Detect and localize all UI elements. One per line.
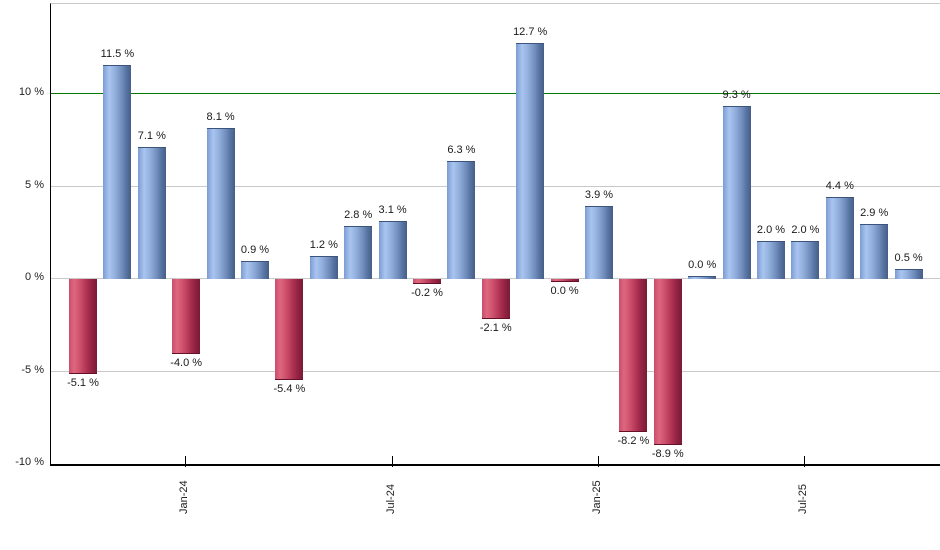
bar-Dec-24 <box>550 279 579 282</box>
bar-value-label-May-24: 1.2 % <box>309 238 338 251</box>
bar-Nov-23 <box>103 65 132 279</box>
bar-value-label-May-25: 9.3 % <box>722 88 751 101</box>
bar-Jun-25 <box>757 241 785 279</box>
y-tick-label--5: -5 % <box>21 363 44 376</box>
gridline-5 <box>51 185 940 187</box>
bar-Oct-25 <box>894 268 923 279</box>
bar-Feb-25 <box>619 279 648 432</box>
bar-value-label-Aug-24: -0.2 % <box>411 286 443 299</box>
bar-value-label-Oct-24: -2.1 % <box>479 321 512 334</box>
bar-value-label-Mar-25: -8.9 % <box>651 447 684 460</box>
gridline-0 <box>51 278 940 279</box>
bar-value-label-Jan-24: -4.0 % <box>170 357 203 369</box>
bar-Aug-24 <box>413 279 441 284</box>
x-tick-label-Jan-25: Jan-25 <box>591 480 603 514</box>
plot-area: -5.1 % 11.5 % 7.1 % -4.0 % 8.1 % 0.9 % -5.4 % 1… <box>50 3 940 466</box>
bar-value-label-Jun-24: 2.8 % <box>344 209 373 222</box>
x-tick-mark-Jan-25 <box>598 456 599 467</box>
bar-value-label-Oct-23: -5.1 % <box>67 377 99 390</box>
bar-Nov-24 <box>516 43 545 279</box>
x-tick-label-Jan-24: Jan-24 <box>178 480 191 514</box>
bar-value-label-Aug-25: 4.4 % <box>825 179 854 192</box>
bar-value-label-Apr-24: -5.4 % <box>273 382 306 395</box>
bar-value-label-Feb-25: -8.2 % <box>617 434 650 447</box>
bar-value-label-Mar-24: 0.9 % <box>240 244 270 257</box>
x-tick-mark-Jul-25 <box>804 456 806 467</box>
bar-Jan-25 <box>585 205 613 279</box>
bar-Sep-24 <box>447 161 476 279</box>
bar-value-label-Dec-24: 0.0 % <box>550 285 579 297</box>
bar-Mar-25 <box>653 279 682 445</box>
bar-value-label-Sep-24: 6.3 % <box>447 144 476 157</box>
bar-value-label-Sep-25: 2.9 % <box>860 207 889 220</box>
bar-Jul-25 <box>791 241 820 279</box>
bar-May-24 <box>309 255 338 279</box>
bar-value-label-Oct-25: 0.5 % <box>894 251 923 264</box>
bar-Oct-23 <box>69 279 97 375</box>
y-tick-label-0: 0 % <box>25 271 44 283</box>
bar-value-label-Jan-25: 3.9 % <box>584 188 614 201</box>
x-tick-label-Jul-25: Jul-25 <box>797 484 810 514</box>
bar-value-label-Jul-25: 2.0 % <box>791 224 820 236</box>
y-tick-label-5: 5 % <box>25 178 44 191</box>
bar-value-label-Dec-23: 7.1 % <box>137 129 166 142</box>
bar-value-label-Jul-24: 3.1 % <box>378 203 407 216</box>
y-tick-label--10: -10 % <box>15 456 44 468</box>
reference-line-10pct <box>51 93 940 94</box>
bar-Feb-24 <box>206 128 235 279</box>
bar-Oct-24 <box>481 279 510 319</box>
gridline--5 <box>51 370 940 372</box>
bar-May-25 <box>722 105 751 279</box>
x-tick-label-Jul-24: Jul-24 <box>384 484 397 514</box>
bar-Sep-25 <box>860 224 889 279</box>
x-tick-mark-Jan-24 <box>185 456 187 467</box>
bar-value-label-Apr-25: 0.0 % <box>688 259 717 271</box>
bar-Mar-24 <box>241 261 269 279</box>
bar-Apr-24 <box>275 279 304 380</box>
bar-value-label-Nov-23: 11.5 % <box>100 48 135 61</box>
bar-Dec-23 <box>137 146 166 279</box>
bar-Jan-24 <box>172 279 201 354</box>
bar-value-label-Feb-24: 8.1 % <box>206 111 235 124</box>
bar-value-label-Nov-24: 12.7 % <box>513 26 548 39</box>
bar-Jun-24 <box>344 226 373 279</box>
bar-Apr-25 <box>688 276 717 279</box>
bar-value-label-Jun-25: 2.0 % <box>756 224 786 236</box>
y-tick-label-10: 10 % <box>18 86 44 98</box>
bar-Jul-24 <box>378 220 407 279</box>
x-tick-mark-Jul-24 <box>391 456 393 467</box>
bar-Aug-25 <box>825 196 854 279</box>
